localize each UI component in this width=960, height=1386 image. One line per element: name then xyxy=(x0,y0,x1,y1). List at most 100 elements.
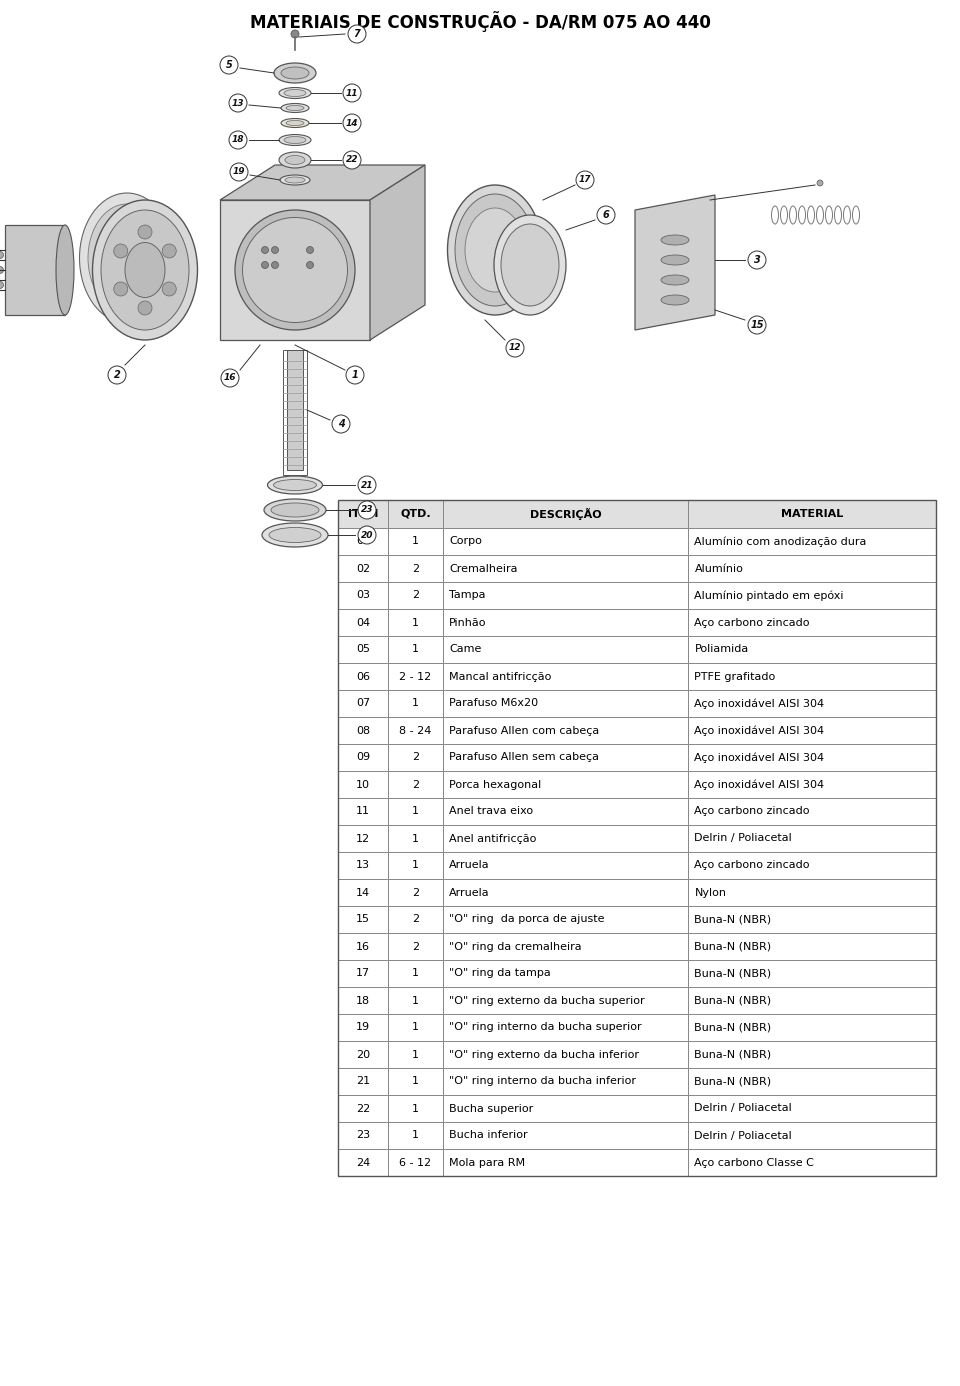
Text: 8 - 24: 8 - 24 xyxy=(399,725,432,736)
Text: 21: 21 xyxy=(356,1077,370,1087)
Ellipse shape xyxy=(661,236,689,245)
Bar xyxy=(338,1041,388,1069)
Bar xyxy=(688,879,936,906)
Bar xyxy=(444,636,688,663)
Text: 11: 11 xyxy=(346,89,358,97)
Circle shape xyxy=(576,170,594,188)
Text: 1: 1 xyxy=(412,618,419,628)
Text: 08: 08 xyxy=(356,725,370,736)
Text: Buna-N (NBR): Buna-N (NBR) xyxy=(694,941,772,952)
Text: Aço inoxidável AISI 304: Aço inoxidável AISI 304 xyxy=(694,699,825,708)
Ellipse shape xyxy=(274,62,316,83)
Bar xyxy=(444,500,688,528)
Text: 5: 5 xyxy=(226,60,232,71)
Text: 6 - 12: 6 - 12 xyxy=(399,1157,431,1167)
Text: 1: 1 xyxy=(412,861,419,870)
Bar xyxy=(338,1149,388,1175)
Text: 11: 11 xyxy=(356,807,370,816)
Ellipse shape xyxy=(80,193,175,323)
Bar xyxy=(388,744,444,771)
Ellipse shape xyxy=(264,499,326,521)
Circle shape xyxy=(343,85,361,103)
Bar xyxy=(388,1041,444,1069)
Bar xyxy=(388,500,444,528)
Bar xyxy=(388,852,444,879)
Text: 19: 19 xyxy=(232,168,245,176)
Bar xyxy=(688,1095,936,1123)
Text: 2: 2 xyxy=(412,779,419,790)
Circle shape xyxy=(358,475,376,493)
Bar xyxy=(338,500,388,528)
Text: Corpo: Corpo xyxy=(449,536,482,546)
Text: Came: Came xyxy=(449,644,482,654)
Bar xyxy=(388,554,444,582)
Bar xyxy=(388,798,444,825)
Bar xyxy=(338,717,388,744)
Bar xyxy=(444,608,688,636)
Bar xyxy=(688,1149,936,1175)
Bar xyxy=(444,1069,688,1095)
Text: Aço inoxidável AISI 304: Aço inoxidável AISI 304 xyxy=(694,753,825,762)
Text: 1: 1 xyxy=(412,699,419,708)
Text: 1: 1 xyxy=(412,833,419,844)
Text: Arruela: Arruela xyxy=(449,887,490,898)
Circle shape xyxy=(229,94,247,112)
Ellipse shape xyxy=(88,204,166,312)
Text: 1: 1 xyxy=(412,1131,419,1141)
Bar xyxy=(444,825,688,852)
Text: 2: 2 xyxy=(113,370,120,380)
Text: 22: 22 xyxy=(346,155,358,165)
Text: MATERIAIS DE CONSTRUÇÃO - DA/RM 075 AO 440: MATERIAIS DE CONSTRUÇÃO - DA/RM 075 AO 4… xyxy=(250,11,710,32)
Circle shape xyxy=(0,251,4,259)
Bar xyxy=(388,825,444,852)
Bar xyxy=(287,351,303,470)
Bar xyxy=(388,582,444,608)
Circle shape xyxy=(138,225,152,238)
Ellipse shape xyxy=(243,218,348,323)
Text: Mola para RM: Mola para RM xyxy=(449,1157,525,1167)
Text: Anel trava eixo: Anel trava eixo xyxy=(449,807,534,816)
Circle shape xyxy=(343,114,361,132)
Bar xyxy=(688,663,936,690)
Ellipse shape xyxy=(262,523,328,547)
Text: 12: 12 xyxy=(356,833,370,844)
Bar xyxy=(444,663,688,690)
Text: "O" ring  da porca de ajuste: "O" ring da porca de ajuste xyxy=(449,915,605,924)
Bar xyxy=(338,852,388,879)
Bar xyxy=(444,1095,688,1123)
Bar xyxy=(444,852,688,879)
Text: Delrin / Poliacetal: Delrin / Poliacetal xyxy=(694,833,792,844)
Bar xyxy=(388,1095,444,1123)
Circle shape xyxy=(261,262,269,269)
Text: 13: 13 xyxy=(356,861,370,870)
Text: Mancal antifricção: Mancal antifricção xyxy=(449,671,552,682)
Text: Aço inoxidável AISI 304: Aço inoxidável AISI 304 xyxy=(694,779,825,790)
Bar xyxy=(444,960,688,987)
Bar xyxy=(338,1123,388,1149)
Text: 09: 09 xyxy=(356,753,370,762)
Ellipse shape xyxy=(285,155,305,165)
Bar xyxy=(338,825,388,852)
Circle shape xyxy=(162,244,177,258)
Bar xyxy=(5,225,65,315)
Bar xyxy=(444,771,688,798)
Text: 1: 1 xyxy=(412,1049,419,1059)
Text: 14: 14 xyxy=(346,118,358,128)
Ellipse shape xyxy=(101,211,189,330)
Ellipse shape xyxy=(285,177,305,183)
Bar xyxy=(338,933,388,960)
Text: 10: 10 xyxy=(356,779,370,790)
Bar xyxy=(338,663,388,690)
Bar xyxy=(388,879,444,906)
Text: 15: 15 xyxy=(751,320,764,330)
Bar xyxy=(388,1123,444,1149)
Polygon shape xyxy=(635,195,715,330)
Text: Bucha superior: Bucha superior xyxy=(449,1103,534,1113)
Text: 2: 2 xyxy=(412,590,419,600)
Text: Buna-N (NBR): Buna-N (NBR) xyxy=(694,915,772,924)
Bar xyxy=(338,987,388,1015)
Text: Buna-N (NBR): Buna-N (NBR) xyxy=(694,1049,772,1059)
Bar xyxy=(388,717,444,744)
Text: Parafuso Allen sem cabeça: Parafuso Allen sem cabeça xyxy=(449,753,599,762)
Text: Buna-N (NBR): Buna-N (NBR) xyxy=(694,995,772,1005)
